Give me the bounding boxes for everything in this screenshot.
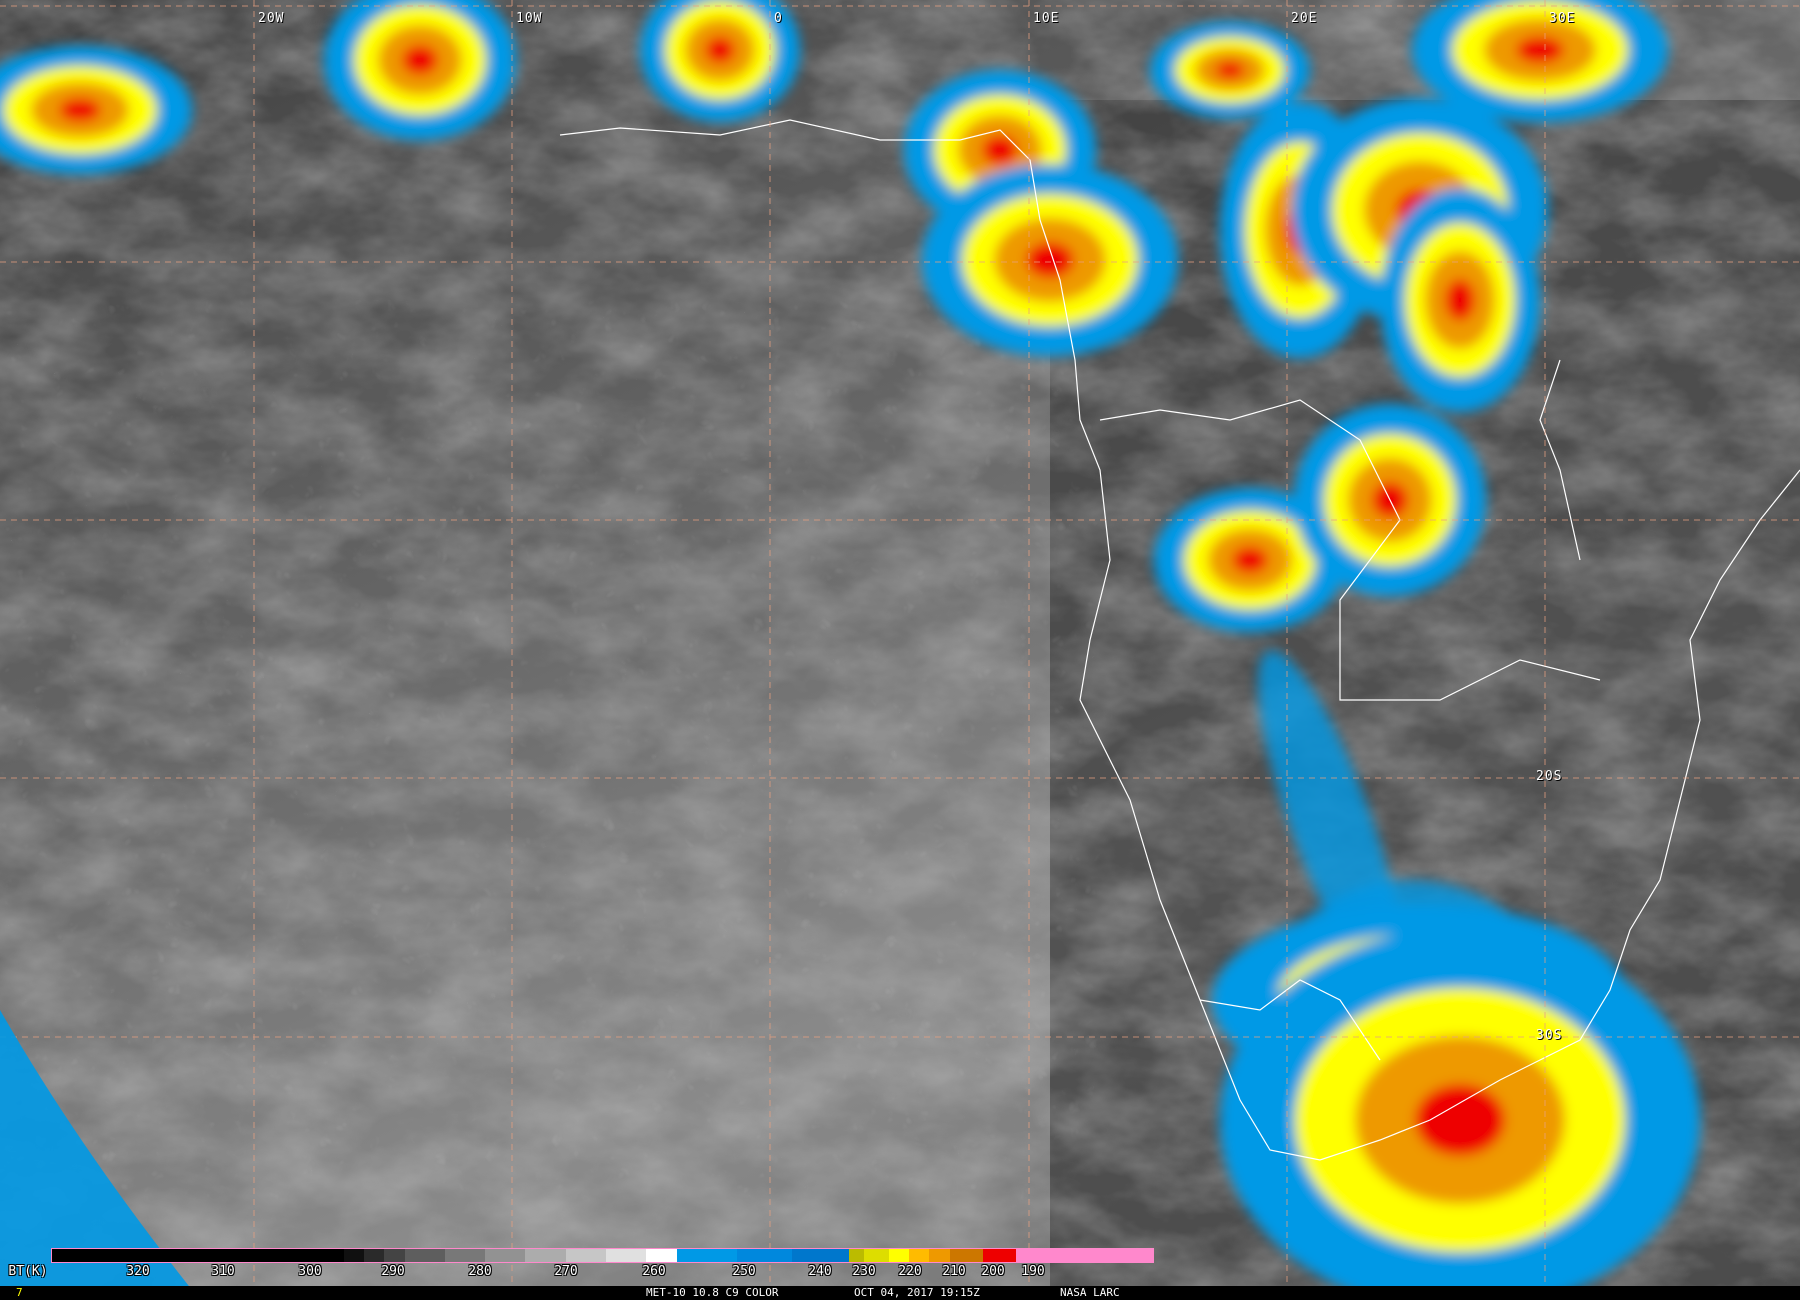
colorbar-segment	[982, 1249, 1016, 1262]
latitude-label: 20S	[1536, 769, 1563, 784]
colorbar-tick-label: 300	[298, 1264, 322, 1279]
convective-clouds	[0, 0, 1700, 1300]
colorbar-tick-label: 320	[126, 1264, 150, 1279]
cloud-cluster	[1415, 1084, 1505, 1156]
colorbar-tick-label: 310	[211, 1264, 235, 1279]
colorbar-segment	[909, 1249, 930, 1262]
cloud-cluster	[1445, 279, 1475, 321]
colorbar-segment	[344, 1249, 365, 1262]
cloud-cluster	[982, 135, 1018, 165]
cloud-cluster	[1516, 36, 1564, 64]
credit-label: NASA LARC	[1060, 1286, 1120, 1299]
cloud-cluster	[1215, 61, 1245, 79]
datetime-label: OCT 04, 2017 19:15Z	[854, 1286, 980, 1299]
longitude-label: 20E	[1291, 11, 1318, 26]
longitude-label: 30E	[1549, 11, 1576, 26]
colorbar-segment	[485, 1249, 526, 1262]
colorbar-segment	[676, 1249, 737, 1262]
colorbar-segment	[848, 1249, 864, 1262]
colorbar-unit-label: BT(K)	[8, 1264, 48, 1279]
colorbar-segment	[525, 1249, 566, 1262]
cloud-cluster	[59, 98, 101, 122]
colorbar-tick-label: 190	[1021, 1264, 1045, 1279]
brightness-temperature-colorbar	[51, 1248, 1154, 1263]
longitude-label: 0	[774, 11, 783, 26]
colorbar-segment	[889, 1249, 910, 1262]
colorbar-tick-label: 260	[642, 1264, 666, 1279]
longitude-label: 10W	[516, 11, 543, 26]
colorbar-tick-label: 250	[732, 1264, 756, 1279]
colorbar-segment	[52, 1249, 345, 1262]
cold-cloud-swath	[0, 1010, 200, 1300]
colorbar-segment	[1015, 1249, 1153, 1262]
cloud-cluster	[1232, 546, 1268, 574]
colorbar-segment	[792, 1249, 849, 1262]
cloud-cluster	[1026, 242, 1074, 278]
colorbar-segment	[929, 1249, 950, 1262]
latitude-label: 30S	[1536, 1028, 1563, 1043]
colorbar-tick-label: 290	[381, 1264, 405, 1279]
footer-bar: 7 MET-10 10.8 C9 COLOR OCT 04, 2017 19:1…	[0, 1286, 1800, 1300]
product-label: MET-10 10.8 C9 COLOR	[646, 1286, 779, 1299]
cloud-band	[1257, 650, 1403, 990]
colorbar-segment	[736, 1249, 793, 1262]
colorbar-tick-label: 280	[468, 1264, 492, 1279]
colorbar-tick-label: 270	[554, 1264, 578, 1279]
colorbar-tick-label: 210	[942, 1264, 966, 1279]
colorbar-segment	[364, 1249, 385, 1262]
cloud-cluster	[402, 45, 438, 75]
colorbar-segment	[404, 1249, 445, 1262]
colorbar-segment	[863, 1249, 890, 1262]
colorbar-segment	[444, 1249, 486, 1262]
colorbar-tick-label: 230	[852, 1264, 876, 1279]
longitude-label: 10E	[1033, 11, 1060, 26]
colorbar-tick-label: 220	[898, 1264, 922, 1279]
colorbar-segment	[606, 1249, 647, 1262]
colorbar-segment	[646, 1249, 677, 1262]
colorbar-segment	[384, 1249, 405, 1262]
colorbar-tick-label: 200	[981, 1264, 1005, 1279]
colorbar-segment	[949, 1249, 983, 1262]
longitude-label: 20W	[258, 11, 285, 26]
colorbar-tick-label: 240	[808, 1264, 832, 1279]
frame-number: 7	[16, 1286, 23, 1299]
cloud-cluster	[705, 36, 735, 64]
colorbar-segment	[565, 1249, 607, 1262]
